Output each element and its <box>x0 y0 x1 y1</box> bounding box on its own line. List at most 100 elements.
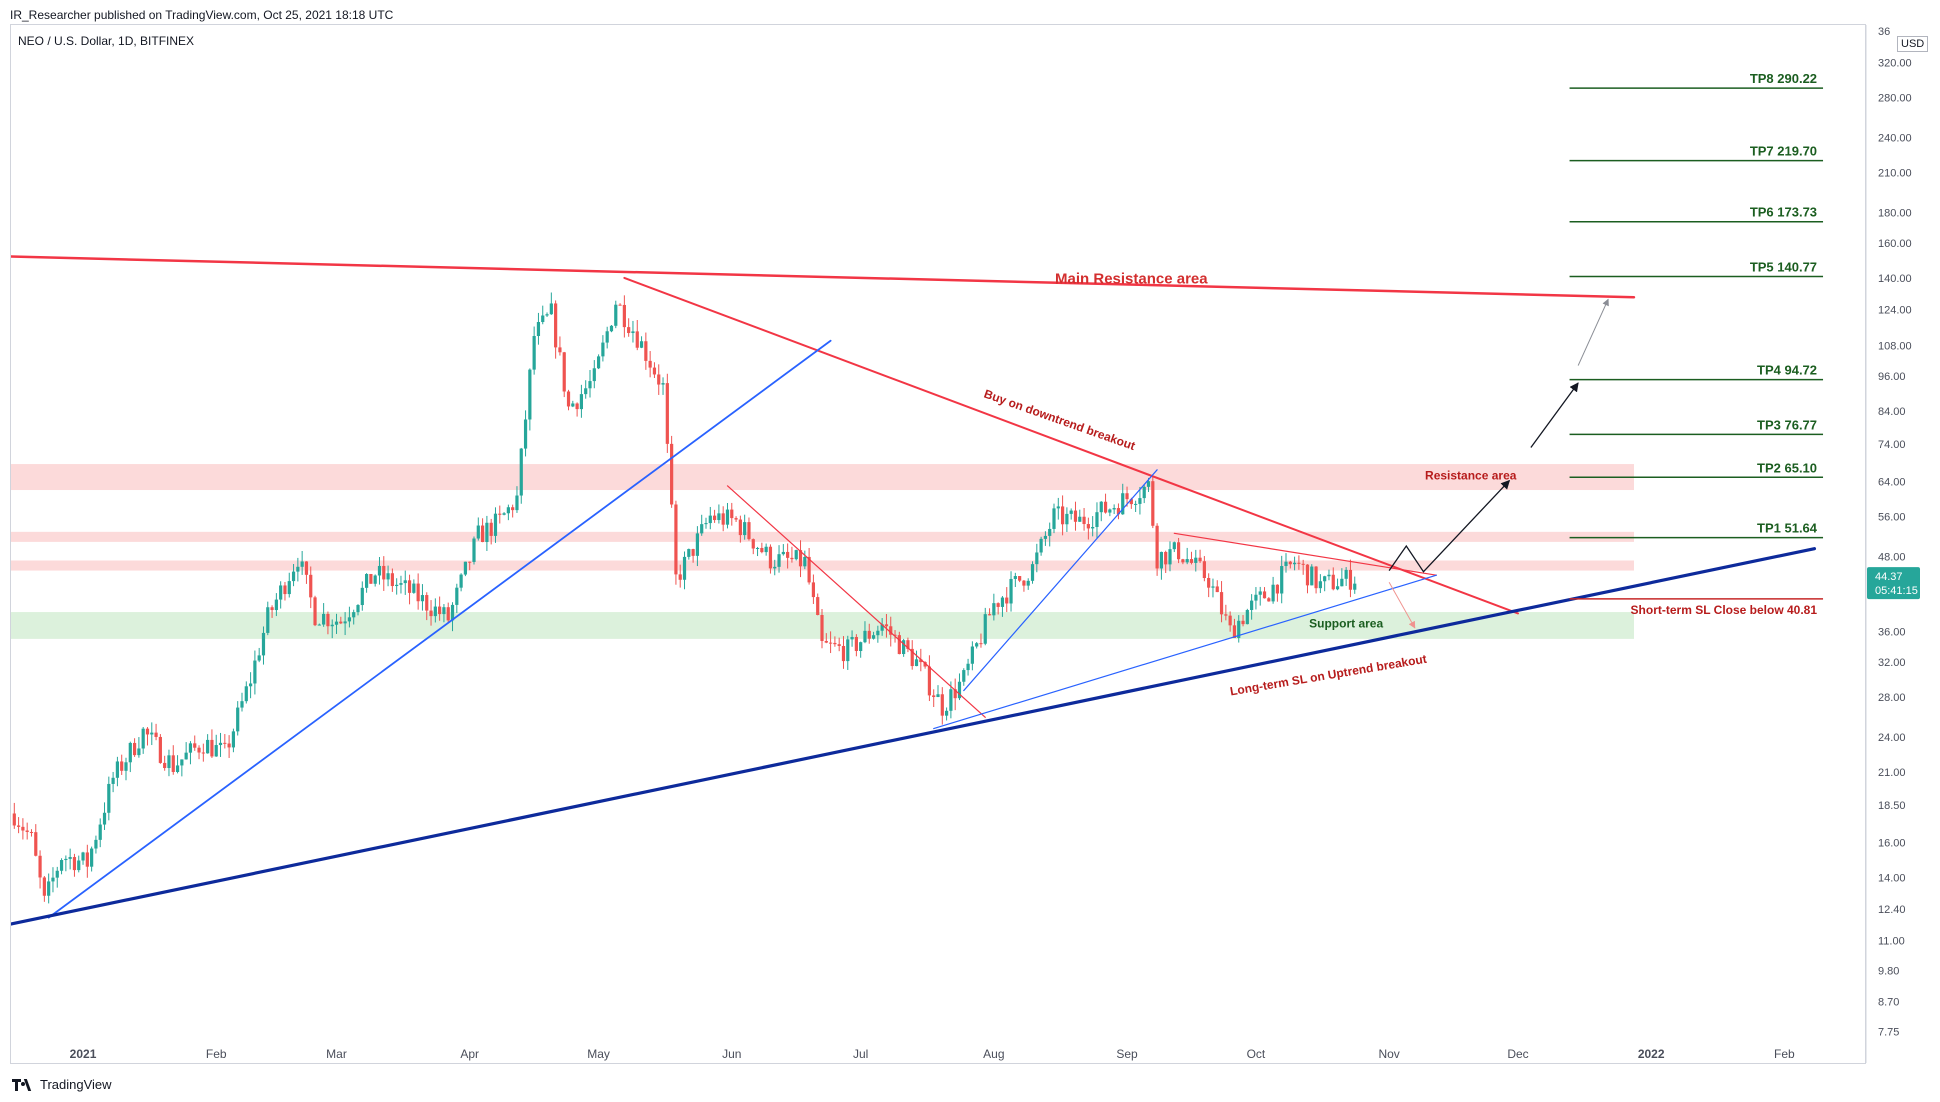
candle-body <box>1091 526 1095 529</box>
candle-body <box>889 626 893 635</box>
candle-body <box>98 824 102 840</box>
candle-body <box>382 565 386 580</box>
candle-body <box>1258 591 1262 595</box>
candle <box>407 574 412 605</box>
candle-body <box>1323 576 1327 582</box>
candle <box>588 370 592 398</box>
bar-countdown: 05:41:15 <box>1875 585 1918 597</box>
candle-body <box>1082 516 1086 525</box>
candle <box>253 650 257 695</box>
candle <box>343 612 347 636</box>
candle-body <box>463 561 468 575</box>
candle-body <box>854 636 858 652</box>
candle-body <box>523 419 528 449</box>
candle-body <box>261 632 266 656</box>
candle-body <box>154 732 158 737</box>
main-resistance-label: Main Resistance area <box>1055 271 1208 288</box>
candle <box>871 631 876 640</box>
candle <box>708 506 712 530</box>
triangle-lower-line <box>933 574 1437 730</box>
candle-body <box>798 550 803 567</box>
candle <box>1099 501 1103 522</box>
candle-body <box>1039 538 1043 553</box>
candle <box>390 568 394 592</box>
candle <box>1348 559 1353 598</box>
price-tick-label: 240.00 <box>1878 133 1912 145</box>
candle <box>98 818 102 848</box>
candle-body <box>227 743 231 748</box>
time-tick-label: Feb <box>1774 1047 1795 1061</box>
candle <box>889 616 893 647</box>
price-tick-label: 320.00 <box>1878 58 1912 70</box>
candle <box>364 573 369 593</box>
candle <box>1275 584 1280 602</box>
candle-body <box>72 857 77 871</box>
candle <box>420 584 425 611</box>
candle-body <box>416 583 420 602</box>
candle <box>21 818 25 840</box>
candle-body <box>588 381 592 389</box>
candle <box>902 638 906 657</box>
candle-body <box>884 624 889 627</box>
candle-body <box>390 573 394 587</box>
candle <box>218 732 223 757</box>
candle-body <box>979 643 983 645</box>
support-area-label: Support area <box>1309 616 1383 630</box>
candle-body <box>429 610 433 617</box>
candle <box>485 515 489 551</box>
price-tick-label: 56.00 <box>1878 512 1906 524</box>
candle <box>356 604 360 616</box>
candle <box>957 673 962 701</box>
candle-body <box>399 583 403 585</box>
candle-body <box>1099 501 1103 513</box>
candle-body <box>644 341 648 361</box>
candle-body <box>635 331 639 348</box>
candle-body <box>515 495 519 511</box>
candle <box>725 502 730 529</box>
candle <box>1159 551 1164 580</box>
candle-body <box>77 860 81 871</box>
candle <box>81 851 85 865</box>
time-tick-label: Apr <box>460 1047 479 1061</box>
candle-body <box>339 621 343 624</box>
candle <box>996 602 1000 615</box>
candle <box>833 636 837 647</box>
candle <box>897 631 901 655</box>
candle-body <box>257 655 261 661</box>
candle-body <box>1314 566 1318 589</box>
candle-body <box>1331 574 1335 590</box>
candle-body <box>558 347 562 353</box>
candle-body <box>455 587 459 605</box>
candle-body <box>1108 509 1112 513</box>
candle-body <box>584 388 588 395</box>
candle <box>859 641 863 658</box>
candle <box>992 593 996 621</box>
candle <box>180 759 184 777</box>
price-tick-label: 16.00 <box>1878 838 1906 850</box>
candle-body <box>51 877 55 882</box>
candle-body <box>300 561 304 567</box>
candle-body <box>1280 566 1284 594</box>
plot-area: TP8 290.22 TP7 219.70 TP6 173.73 TP5 140.77… <box>11 71 1824 926</box>
candle-body <box>1271 584 1275 602</box>
candle-body <box>927 666 932 696</box>
candle <box>545 312 549 317</box>
currency-button[interactable]: USD <box>1897 36 1929 52</box>
candle <box>296 557 300 582</box>
candle <box>382 556 386 591</box>
price-tick-label: 11.00 <box>1878 935 1905 947</box>
candle <box>115 756 120 787</box>
candle-body <box>932 695 936 698</box>
candle-body <box>485 522 489 543</box>
candle-body <box>755 547 760 549</box>
candle-body <box>137 748 141 756</box>
tradingview-brand[interactable]: TradingView <box>12 1077 112 1092</box>
candle <box>755 546 760 557</box>
time-tick-label: Oct <box>1247 1047 1266 1061</box>
candle <box>1228 611 1232 632</box>
price-tick-label: 48.00 <box>1878 552 1906 564</box>
candle <box>1224 604 1228 621</box>
candle-body <box>274 599 278 611</box>
candle <box>1018 576 1022 583</box>
